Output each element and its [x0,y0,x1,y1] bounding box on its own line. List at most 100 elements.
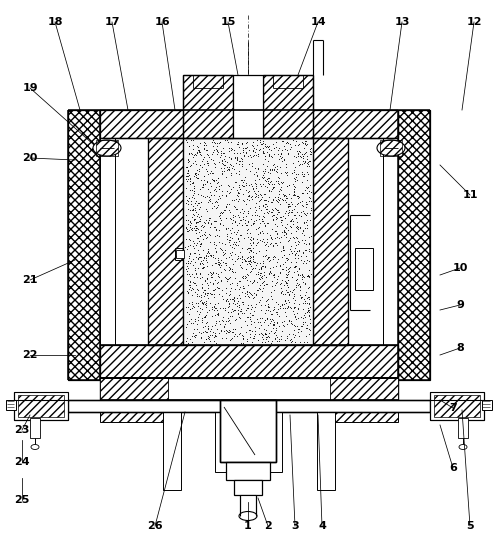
Point [248,159,255,168]
Point [275,337,283,346]
Point [251,164,259,172]
Point [283,182,291,190]
Point [261,151,269,160]
Point [196,214,204,223]
Ellipse shape [93,140,121,156]
Point [243,228,250,237]
Point [229,216,237,225]
Point [300,277,308,286]
Bar [317,412,335,490]
Point [284,203,292,212]
Point [197,293,205,301]
Point [216,211,224,220]
Point [299,305,307,314]
Point [280,225,288,234]
Point [302,332,310,341]
Point [275,189,283,198]
Point [274,195,282,203]
Point [275,234,283,243]
Point [257,269,265,278]
Point [216,152,224,161]
Point [210,217,218,225]
Point [210,306,218,314]
Point [275,335,283,343]
Point [219,304,227,313]
Point [265,257,273,265]
Point [273,228,281,237]
Point [306,325,314,334]
Point [222,296,230,305]
Point [257,190,265,199]
Point [297,212,305,220]
Point [217,261,225,270]
Point [202,145,210,154]
Point [192,149,200,157]
Point [300,338,308,347]
Point [195,237,203,245]
Point [264,301,272,310]
Point [261,252,269,261]
Point [273,221,281,230]
Point [220,161,228,170]
Point [193,141,201,150]
Point [208,137,216,146]
Point [285,200,293,209]
Point [234,234,242,243]
Point [238,297,246,306]
Point [252,216,260,225]
Point [192,159,200,168]
Point [304,170,312,178]
Point [284,288,292,297]
Point [197,239,205,248]
Point [249,146,257,155]
Point [228,234,236,243]
Point [287,217,295,225]
Point [192,270,200,279]
Point [225,299,233,307]
Point [240,331,248,340]
Point [208,174,216,183]
Point [192,208,200,217]
Point [228,305,236,313]
Point [210,186,218,194]
Point [222,283,230,292]
Point [189,159,197,168]
Point [256,228,264,237]
Point [270,165,278,174]
Point [287,222,295,231]
Point [296,271,304,280]
Point [240,234,248,243]
Point [251,302,259,311]
Point [303,198,310,207]
Point [220,265,228,274]
Point [231,273,239,282]
Point [236,156,244,165]
Point [198,264,206,273]
Point [286,201,294,210]
Point [284,282,292,291]
Point [254,224,262,232]
Point [228,218,236,227]
Point [206,223,214,232]
Point [265,180,273,189]
Point [269,216,277,225]
Point [198,298,206,306]
Point [251,260,259,269]
Point [234,188,242,196]
Ellipse shape [31,444,39,449]
Point [228,334,236,343]
Point [275,196,283,205]
Point [250,333,258,342]
Point [207,272,215,281]
Point [234,296,242,305]
Point [206,299,214,307]
Point [302,183,310,191]
Point [191,150,199,159]
Point [297,212,305,220]
Point [300,218,308,226]
Point [284,199,292,208]
Point [277,149,285,158]
Point [239,334,247,343]
Point [216,320,224,329]
Point [300,149,308,158]
